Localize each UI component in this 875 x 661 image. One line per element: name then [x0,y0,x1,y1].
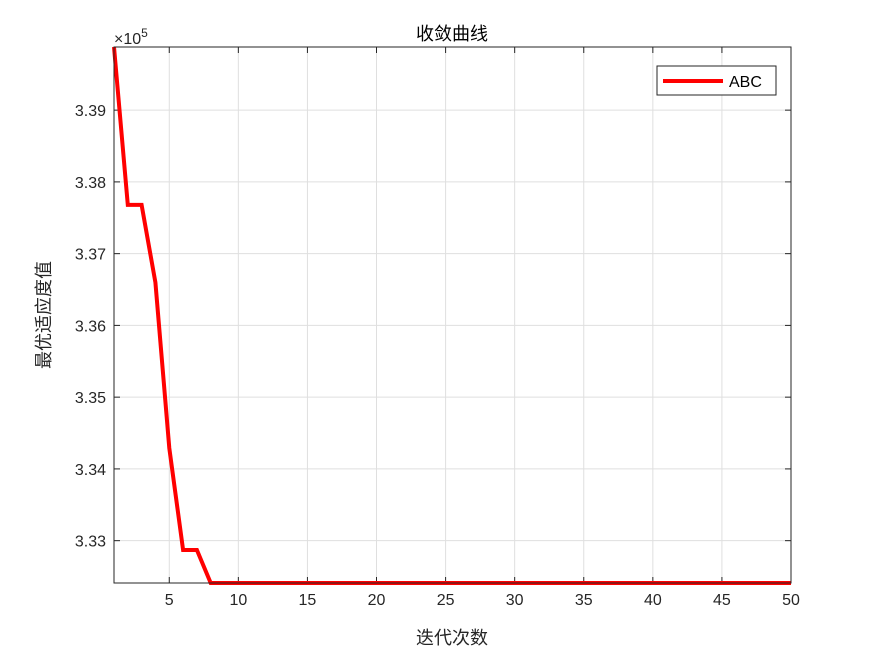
y-tick-label: 3.37 [75,247,106,264]
y-tick-label: 3.33 [75,534,106,551]
x-tick-label: 15 [299,592,317,609]
axes-background [114,47,791,583]
y-tick-label: 3.38 [75,175,106,192]
x-tick-label: 30 [506,592,524,609]
chart-title: 收敛曲线 [416,24,488,45]
x-tick-label: 50 [782,592,800,609]
x-tick-label: 25 [437,592,455,609]
y-tick-label: 3.35 [75,390,106,407]
x-tick-label: 35 [575,592,593,609]
x-axis: 5 10 15 20 25 30 35 40 45 50 [165,47,800,609]
x-axis-label: 迭代次数 [416,628,488,649]
y-tick-label: 3.36 [75,318,106,335]
x-tick-label: 5 [165,592,174,609]
x-tick-label: 20 [368,592,386,609]
x-tick-label: 10 [229,592,247,609]
legend-label-abc: ABC [729,74,762,91]
axes-box [113,46,792,584]
legend[interactable]: ABC [656,65,777,96]
grid [114,47,792,583]
y-tick-label: 3.39 [75,103,106,120]
y-tick-label: 3.34 [75,462,106,479]
y-exponent-label: ×105 [114,26,148,48]
y-axis-label: 最优适应度值 [34,261,55,369]
x-tick-label: 45 [713,592,731,609]
y-axis: 3.33 3.34 3.35 3.36 3.37 3.38 3.39 [75,103,791,551]
x-tick-label: 40 [644,592,662,609]
